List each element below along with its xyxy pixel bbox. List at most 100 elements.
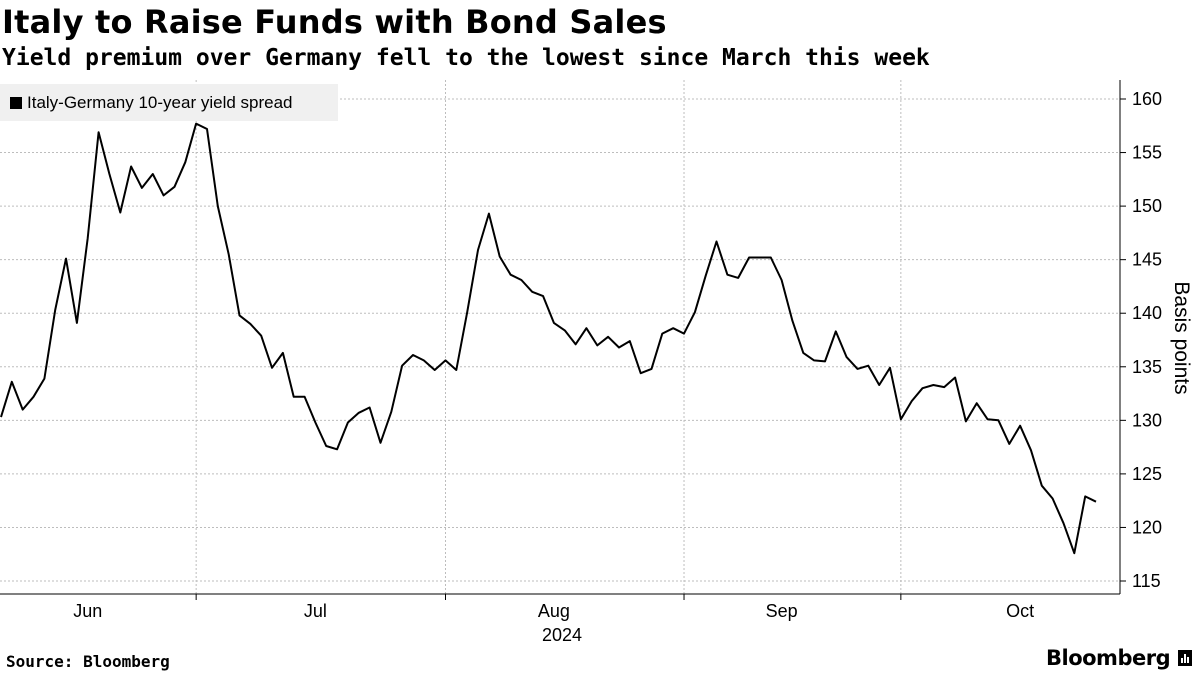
data-point xyxy=(184,161,186,163)
data-point xyxy=(130,166,132,168)
data-point xyxy=(900,418,902,420)
source-note: Source: Bloomberg xyxy=(6,652,170,671)
y-tick-label: 135 xyxy=(1132,357,1162,377)
data-point xyxy=(878,384,880,386)
y-tick-label: 115 xyxy=(1132,571,1161,591)
data-point xyxy=(857,368,859,370)
data-point xyxy=(791,320,793,322)
y-tick-label: 155 xyxy=(1132,143,1162,163)
data-point xyxy=(477,249,479,251)
brand-chart-icon xyxy=(1178,650,1193,666)
data-point xyxy=(455,369,457,371)
data-point xyxy=(304,396,306,398)
data-point xyxy=(705,275,707,277)
x-tick-label: Aug xyxy=(538,601,570,621)
data-point xyxy=(260,335,262,337)
series-layer xyxy=(0,122,1097,555)
data-point xyxy=(434,369,436,371)
data-point xyxy=(163,194,165,196)
data-point xyxy=(1041,485,1043,487)
data-point xyxy=(314,422,316,424)
data-point xyxy=(553,322,555,324)
data-point xyxy=(824,360,826,362)
data-point xyxy=(683,333,685,335)
y-tick-label: 140 xyxy=(1132,303,1162,323)
data-point xyxy=(98,131,100,133)
data-point xyxy=(76,322,78,324)
data-point xyxy=(596,344,598,346)
axis-labels: Basis points 2024 xyxy=(542,281,1193,645)
data-point xyxy=(911,400,913,402)
data-point xyxy=(119,212,121,214)
data-point xyxy=(531,291,533,293)
legend: Italy-Germany 10-year yield spread xyxy=(0,84,338,121)
data-point xyxy=(889,367,891,369)
data-point xyxy=(672,327,674,329)
data-point xyxy=(726,274,728,276)
x-tick-label: Jun xyxy=(73,601,102,621)
y-tick-label: 130 xyxy=(1132,410,1162,430)
data-point xyxy=(195,123,197,125)
x-axis-year-label: 2024 xyxy=(542,625,582,645)
data-point xyxy=(488,213,490,215)
data-point xyxy=(141,187,143,189)
data-point xyxy=(206,128,208,130)
data-point xyxy=(737,277,739,279)
x-tick-label: Oct xyxy=(1006,601,1034,621)
data-point xyxy=(466,311,468,313)
data-point xyxy=(922,387,924,389)
data-point xyxy=(618,347,620,349)
data-point xyxy=(325,445,327,447)
x-tick-label: Sep xyxy=(766,601,798,621)
series-line-italy-germany-spread xyxy=(0,122,1097,555)
data-point xyxy=(152,173,154,175)
data-point xyxy=(781,279,783,281)
data-point xyxy=(369,407,371,409)
data-point xyxy=(932,384,934,386)
brand-wordmark: Bloomberg xyxy=(1046,646,1171,670)
chart-subtitle: Yield premium over Germany fell to the l… xyxy=(2,45,930,71)
data-point xyxy=(987,418,989,420)
data-point xyxy=(802,352,804,354)
data-point xyxy=(87,237,89,239)
data-point xyxy=(997,419,999,421)
data-point xyxy=(228,253,230,255)
data-point xyxy=(1008,443,1010,445)
data-point xyxy=(607,336,609,338)
y-tick-label: 150 xyxy=(1132,196,1162,216)
data-point xyxy=(1084,495,1086,497)
data-point xyxy=(813,359,815,361)
data-point xyxy=(54,309,56,311)
data-point xyxy=(390,411,392,413)
y-tick-label: 120 xyxy=(1132,517,1162,537)
chart-title: Italy to Raise Funds with Bond Sales xyxy=(2,3,667,41)
data-point xyxy=(336,448,338,450)
data-point xyxy=(0,416,2,418)
data-point xyxy=(1052,498,1054,500)
data-point xyxy=(282,352,284,354)
data-point xyxy=(661,333,663,335)
data-point xyxy=(347,422,349,424)
data-point xyxy=(954,377,956,379)
data-point xyxy=(271,367,273,369)
data-point xyxy=(358,412,360,414)
y-tick-label: 160 xyxy=(1132,89,1162,109)
data-point xyxy=(976,402,978,404)
data-point xyxy=(445,359,447,361)
data-point xyxy=(174,186,176,188)
data-point xyxy=(640,372,642,374)
data-point xyxy=(423,359,425,361)
legend-swatch xyxy=(10,96,22,109)
data-point xyxy=(499,256,501,258)
data-point xyxy=(564,329,566,331)
data-point xyxy=(293,396,295,398)
data-point xyxy=(22,409,24,411)
data-point xyxy=(33,396,35,398)
brand-logo: Bloomberg xyxy=(1046,646,1193,670)
data-point xyxy=(943,386,945,388)
data-point xyxy=(748,257,750,259)
data-point xyxy=(694,311,696,313)
data-point xyxy=(520,279,522,281)
data-point xyxy=(11,381,13,383)
